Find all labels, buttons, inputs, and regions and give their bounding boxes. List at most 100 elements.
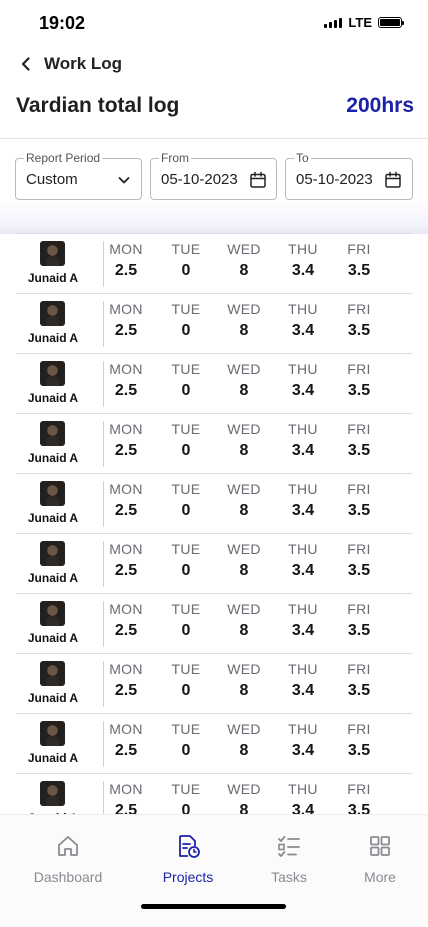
log-row[interactable]: Junaid A MON 2.5 TUE 0 WED 8 THU 3.4 FRI 3.5 [16, 714, 412, 774]
user-cell: Junaid A [16, 719, 90, 769]
tab-more[interactable]: More [335, 833, 425, 885]
day-cell-thu: THU 3.4 [278, 661, 328, 700]
day-cell-fri: FRI 3.5 [334, 661, 384, 700]
tab-dashboard[interactable]: Dashboard [23, 833, 113, 885]
day-cell-tue: TUE 0 [161, 301, 211, 340]
day-hours: 3.4 [291, 561, 315, 579]
day-label: WED [227, 780, 261, 797]
day-hours: 3.4 [291, 441, 315, 459]
day-cell-tue: TUE 0 [161, 661, 211, 700]
log-row[interactable]: Junaid A MON 2.5 TUE 0 WED 8 THU 3.4 FRI 3.5 [16, 474, 412, 534]
day-label: WED [227, 420, 261, 437]
day-label: FRI [347, 720, 371, 737]
tab-label: Tasks [271, 869, 307, 885]
day-cell-thu: THU 3.4 [278, 421, 328, 460]
day-label: TUE [171, 600, 201, 617]
user-cell: Junaid A [16, 539, 90, 589]
page-title: Vardian total log [16, 94, 180, 117]
day-cell-mon: MON 2.5 [101, 721, 151, 760]
work-log-list[interactable]: Junaid A MON 2.5 TUE 0 WED 8 THU 3.4 FRI 3.5 Junaid… [16, 233, 412, 814]
day-hours: 2.5 [114, 321, 138, 339]
calendar-icon[interactable] [249, 171, 267, 189]
day-hours: 2.5 [114, 801, 138, 815]
from-date-value: 05-10-2023 [161, 171, 238, 188]
day-cell-wed: WED 8 [219, 481, 269, 520]
day-label: MON [109, 240, 143, 257]
day-label: WED [227, 240, 261, 257]
log-row[interactable]: Junaid A MON 2.5 TUE 0 WED 8 THU 3.4 FRI 3.5 [16, 534, 412, 594]
day-hours: 3.5 [347, 561, 371, 579]
day-label: WED [227, 600, 261, 617]
day-hours: 3.4 [291, 681, 315, 699]
avatar [40, 660, 65, 686]
day-label: THU [288, 300, 318, 317]
day-values: MON 2.5 TUE 0 WED 8 THU 3.4 FRI 3.5 [104, 419, 412, 469]
chevron-left-icon[interactable] [18, 56, 34, 72]
log-row[interactable]: Junaid A MON 2.5 TUE 0 WED 8 THU 3.4 FRI 3.5 [16, 233, 412, 294]
user-name: Junaid A [27, 270, 79, 285]
to-date-value: 05-10-2023 [296, 171, 373, 188]
day-label: FRI [347, 360, 371, 377]
day-cell-wed: WED 8 [219, 721, 269, 760]
day-hours: 0 [181, 621, 191, 639]
day-cell-fri: FRI 3.5 [334, 721, 384, 760]
day-hours: 0 [181, 801, 191, 815]
avatar [40, 540, 65, 566]
calendar-icon[interactable] [384, 171, 402, 189]
row-divider [103, 600, 104, 647]
day-hours: 2.5 [114, 621, 138, 639]
day-label: THU [288, 480, 318, 497]
filter-shadow [0, 200, 428, 234]
report-period-select[interactable]: Report Period Custom [15, 151, 142, 200]
user-name: Junaid A [27, 630, 79, 645]
day-hours: 0 [181, 261, 191, 279]
day-cell-tue: TUE 0 [161, 421, 211, 460]
user-cell: Junaid A [16, 299, 90, 349]
day-cell-thu: THU 3.4 [278, 301, 328, 340]
day-cell-mon: MON 2.5 [101, 541, 151, 580]
log-row[interactable]: Junaid A MON 2.5 TUE 0 WED 8 THU 3.4 FRI 3.5 [16, 294, 412, 354]
day-label: TUE [171, 420, 201, 437]
day-cell-fri: FRI 3.5 [334, 601, 384, 640]
back-navigation[interactable]: Work Log [18, 54, 122, 74]
day-hours: 2.5 [114, 261, 138, 279]
day-label: WED [227, 300, 261, 317]
battery-icon [378, 17, 404, 28]
day-hours: 3.4 [291, 261, 315, 279]
user-cell: Junaid A [16, 359, 90, 409]
day-cell-tue: TUE 0 [161, 601, 211, 640]
row-divider [103, 660, 104, 707]
day-hours: 2.5 [114, 501, 138, 519]
day-label: THU [288, 780, 318, 797]
day-label: WED [227, 720, 261, 737]
day-hours: 3.4 [291, 801, 315, 815]
log-row[interactable]: Junaid A MON 2.5 TUE 0 WED 8 THU 3.4 FRI 3.5 [16, 594, 412, 654]
day-hours: 8 [239, 621, 249, 639]
chevron-down-icon[interactable] [115, 171, 133, 189]
day-label: MON [109, 480, 143, 497]
day-label: TUE [171, 360, 201, 377]
day-cell-fri: FRI 3.5 [334, 541, 384, 580]
day-cell-mon: MON 2.5 [101, 481, 151, 520]
day-hours: 3.5 [347, 621, 371, 639]
log-row[interactable]: Junaid A MON 2.5 TUE 0 WED 8 THU 3.4 FRI 3.5 [16, 414, 412, 474]
day-label: TUE [171, 480, 201, 497]
filter-bar: Report Period Custom From 05-10-2023 To … [15, 151, 413, 200]
day-hours: 3.5 [347, 321, 371, 339]
day-hours: 8 [239, 261, 249, 279]
user-cell: Junaid A [16, 599, 90, 649]
tab-projects[interactable]: Projects [143, 833, 233, 885]
user-name: Junaid A [27, 690, 79, 705]
day-cell-mon: MON 2.5 [101, 661, 151, 700]
day-cell-wed: WED 8 [219, 421, 269, 460]
day-label: MON [109, 660, 143, 677]
log-row[interactable]: Junaid A MON 2.5 TUE 0 WED 8 THU 3.4 FRI 3.5 [16, 774, 412, 814]
tab-tasks[interactable]: Tasks [244, 833, 334, 885]
from-date-field[interactable]: From 05-10-2023 [150, 151, 277, 200]
day-hours: 2.5 [114, 441, 138, 459]
user-cell: Junaid A [16, 419, 90, 469]
log-row[interactable]: Junaid A MON 2.5 TUE 0 WED 8 THU 3.4 FRI 3.5 [16, 354, 412, 414]
to-date-field[interactable]: To 05-10-2023 [285, 151, 413, 200]
log-row[interactable]: Junaid A MON 2.5 TUE 0 WED 8 THU 3.4 FRI 3.5 [16, 654, 412, 714]
day-hours: 8 [239, 741, 249, 759]
